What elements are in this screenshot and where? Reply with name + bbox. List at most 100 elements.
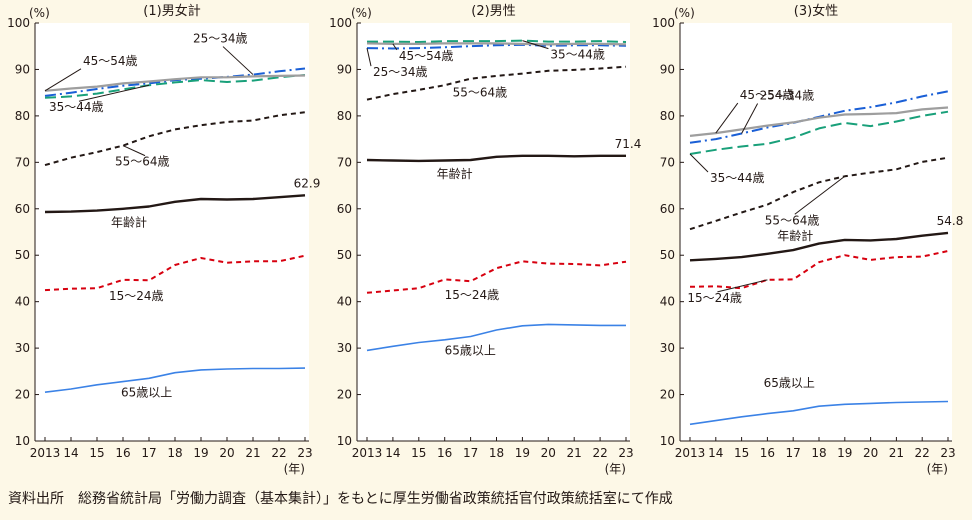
series-leader-55-64 (122, 145, 146, 157)
x-tick-label: 23 (940, 446, 955, 460)
y-tick-label: 80 (660, 109, 675, 123)
series-line-65+ (689, 400, 949, 426)
x-tick-label: 23 (297, 446, 312, 460)
series-leader-45-54 (44, 68, 82, 92)
y-tick-label: 70 (660, 155, 675, 169)
y-tick-label: 40 (660, 295, 675, 309)
series-line-35-44 (367, 39, 627, 43)
series-label-65+: 65歳以上 (445, 344, 496, 358)
series-leader-35-44 (689, 153, 709, 173)
y-tick-label: 50 (15, 248, 30, 262)
series-leader-25-34 (366, 47, 372, 67)
x-tick-label: 17 (463, 446, 478, 460)
x-tick-label: 20 (863, 446, 878, 460)
data-label-total-end: 62.9 (294, 176, 321, 190)
x-tick-label: 16 (115, 446, 130, 460)
series-line-25-34 (366, 43, 627, 50)
chart-panel-2: 10 20 30 40 50 60 70 80 90 100 2013 14 15 16 17 18 19 20 2… (329, 4, 641, 476)
x-tick-label: 22 (592, 446, 607, 460)
series-label-15-24: 15～24歳 (687, 291, 742, 305)
x-tick-label: 14 (63, 446, 78, 460)
plot-area (35, 23, 309, 441)
y-tick-label: 20 (337, 388, 352, 402)
series-label-total: 年齢計 (437, 166, 473, 181)
series-leader-25-34 (222, 46, 254, 75)
series-line-35-44 (44, 74, 306, 99)
series-label-15-24: 15～24歳 (109, 289, 164, 303)
series-label-55-64: 55～64歳 (115, 155, 170, 169)
y-tick-label: 100 (329, 16, 352, 30)
series-line-55-64 (366, 65, 627, 101)
chart-title: (1)男女計 (143, 3, 200, 19)
series-label-35-44: 35～44歳 (710, 171, 765, 185)
y-tick-label: 20 (660, 388, 675, 402)
x-tick-label: 2013 (352, 446, 383, 460)
series-label-35-44: 35～44歳 (550, 48, 605, 62)
series-line-15-24 (44, 254, 306, 292)
x-tick-label: 21 (889, 446, 904, 460)
series-label-25-34: 25～34歳 (193, 32, 248, 46)
x-tick-label: 16 (760, 446, 775, 460)
series-label-45-54: 45～54歳 (83, 54, 138, 68)
x-tick-label: 19 (837, 446, 852, 460)
series-line-45-54 (44, 74, 306, 92)
chart-title: (3)女性 (794, 3, 838, 19)
x-tick-label: 2013 (675, 446, 706, 460)
x-tick-label: 23 (618, 446, 633, 460)
x-axis-unit: (年) (605, 462, 626, 476)
chart-panel-3: 10 20 30 40 50 60 70 80 90 100 2013 14 15 16 17 18 19 20 2… (652, 3, 963, 476)
y-tick-label: 60 (15, 202, 30, 216)
series-label-25-34: 25～34歳 (373, 65, 428, 79)
series-line-55-64 (689, 156, 949, 231)
series-line-65+ (44, 367, 306, 393)
series-line-35-44 (689, 110, 949, 155)
y-tick-label: 10 (15, 434, 30, 448)
x-tick-label: 19 (193, 446, 208, 460)
x-tick-label: 22 (271, 446, 286, 460)
series-line-45-54 (366, 42, 627, 46)
y-tick-label: 100 (652, 16, 675, 30)
series-line-65+ (366, 323, 626, 352)
y-tick-label: 30 (15, 341, 30, 355)
chart-panel-1: 10 20 30 40 50 60 70 80 90 100 2013 14 15 16 17 18 19 20 2… (7, 3, 320, 476)
x-tick-label: 16 (437, 446, 452, 460)
y-tick-label: 80 (15, 109, 30, 123)
series-label-total: 年齢計 (777, 228, 813, 243)
x-axis-unit: (年) (927, 462, 948, 476)
series-label-total: 年齢計 (111, 214, 147, 229)
y-axis-unit: (%) (29, 6, 50, 20)
data-label-total-end: 54.8 (937, 214, 964, 228)
series-label-15-24: 15～24歳 (445, 288, 500, 302)
y-tick-label: 30 (337, 341, 352, 355)
y-tick-label: 40 (337, 295, 352, 309)
y-axis-unit: (%) (674, 6, 695, 20)
plot-area (680, 23, 952, 441)
x-tick-label: 21 (245, 446, 260, 460)
x-tick-label: 15 (89, 446, 104, 460)
series-leader-45-54 (715, 102, 739, 134)
chart-title: (2)男性 (471, 4, 515, 19)
y-tick-label: 70 (15, 155, 30, 169)
series-leader-45-54 (392, 43, 398, 51)
series-line-45-54 (689, 106, 949, 137)
series-label-35-44: 35～44歳 (49, 100, 104, 114)
y-tick-label: 50 (660, 248, 675, 262)
y-tick-label: 80 (337, 109, 352, 123)
y-tick-label: 100 (7, 16, 30, 30)
x-tick-label: 2013 (30, 446, 61, 460)
x-tick-label: 15 (734, 446, 749, 460)
y-tick-label: 70 (337, 155, 352, 169)
series-line-15-24 (689, 250, 949, 290)
x-tick-label: 14 (385, 446, 400, 460)
series-label-45-54: 45～54歳 (399, 49, 454, 63)
y-tick-label: 10 (337, 434, 352, 448)
series-leader-35-44 (522, 40, 549, 50)
y-tick-label: 30 (660, 341, 675, 355)
source-note: 資料出所 総務省統計局「労働力調査（基本集計）」をもとに厚生労働省政策統括官付政… (8, 491, 673, 507)
series-leader-35-44 (78, 84, 150, 102)
series-leader-15-24 (717, 279, 768, 293)
y-tick-label: 90 (337, 62, 352, 76)
x-tick-label: 14 (708, 446, 723, 460)
